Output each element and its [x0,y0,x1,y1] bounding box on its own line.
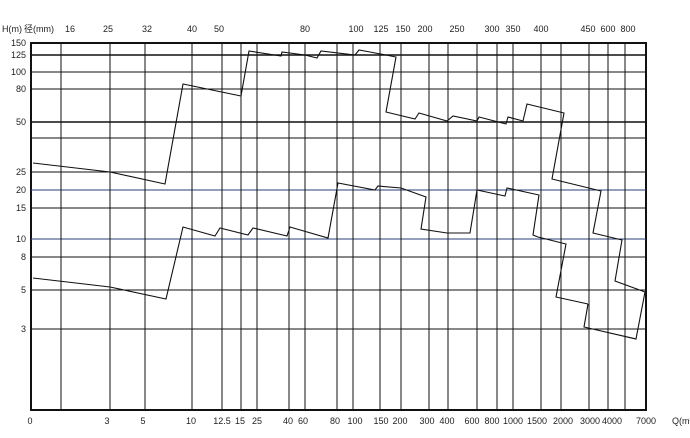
y-tick-label: 10 [16,234,26,244]
top-tick-label: 450 [580,24,595,34]
top-tick-label: 80 [300,24,310,34]
x-axis-title: Q(m³/h) [672,416,690,426]
bottom-tick-label: 10 [186,416,196,426]
y-tick-label: 100 [11,67,26,77]
bottom-tick-label: 12.5 [213,416,231,426]
top-tick-label: 350 [505,24,520,34]
top-axis-labels: H(m) 径(mm) 16 25 32 40 50 80 100 125 150 200 250 30… [2,23,636,34]
bottom-tick-label: 400 [439,416,454,426]
y-tick-label: 3 [21,324,26,334]
bottom-tick-label: 0 [27,416,32,426]
y-tick-label: 125 [11,50,26,60]
plot-frame [30,42,647,411]
bottom-tick-label: 2000 [553,416,573,426]
curves [32,49,646,340]
top-tick-label: 32 [142,24,152,34]
bottom-tick-label: 800 [484,416,499,426]
bottom-tick-label: 25 [252,416,262,426]
y-tick-label: 50 [16,117,26,127]
grid [30,42,647,411]
top-axis-title: 径(mm) [24,23,54,34]
bottom-tick-label: 7000 [636,416,656,426]
y-axis-labels: 150 125 100 80 50 25 20 15 10 8 5 3 [11,38,26,334]
bottom-tick-label: 1000 [503,416,523,426]
top-tick-label: 600 [600,24,615,34]
top-tick-label: 100 [348,24,363,34]
y-tick-label: 25 [16,167,26,177]
top-tick-label: 400 [533,24,548,34]
top-tick-label: 150 [395,24,410,34]
top-tick-label: 40 [187,24,197,34]
bottom-tick-label: 300 [419,416,434,426]
lower-envelope-curve [32,182,589,305]
bottom-axis-labels: Q(m³/h) 0 3 5 10 12.5 15 25 40 60 80 100 150 200 300 4… [27,416,690,426]
y-tick-label: 150 [11,38,26,48]
bottom-tick-label: 100 [347,416,362,426]
bottom-tick-label: 40 [283,416,293,426]
top-tick-label: 25 [103,24,113,34]
y-tick-label: 80 [16,84,26,94]
bottom-tick-label: 200 [392,416,407,426]
bottom-tick-label: 3 [104,416,109,426]
bottom-tick-label: 3000 [580,416,600,426]
upper-envelope-curve [32,49,646,340]
top-tick-label: 16 [65,24,75,34]
bottom-tick-label: 150 [373,416,388,426]
top-tick-label: 50 [214,24,224,34]
y-axis-title: H(m) [2,24,22,34]
bottom-tick-label: 80 [330,416,340,426]
top-tick-label: 300 [484,24,499,34]
top-tick-label: 125 [373,24,388,34]
top-tick-label: 250 [449,24,464,34]
y-tick-label: 15 [16,203,26,213]
bottom-tick-label: 60 [298,416,308,426]
bottom-tick-label: 15 [235,416,245,426]
bottom-tick-label: 600 [464,416,479,426]
top-tick-label: 800 [620,24,635,34]
y-tick-label: 20 [16,185,26,195]
bottom-tick-label: 4000 [602,416,622,426]
bottom-tick-label: 1500 [527,416,547,426]
y-tick-label: 5 [21,285,26,295]
top-tick-label: 200 [417,24,432,34]
y-tick-label: 8 [21,252,26,262]
bottom-tick-label: 5 [140,416,145,426]
